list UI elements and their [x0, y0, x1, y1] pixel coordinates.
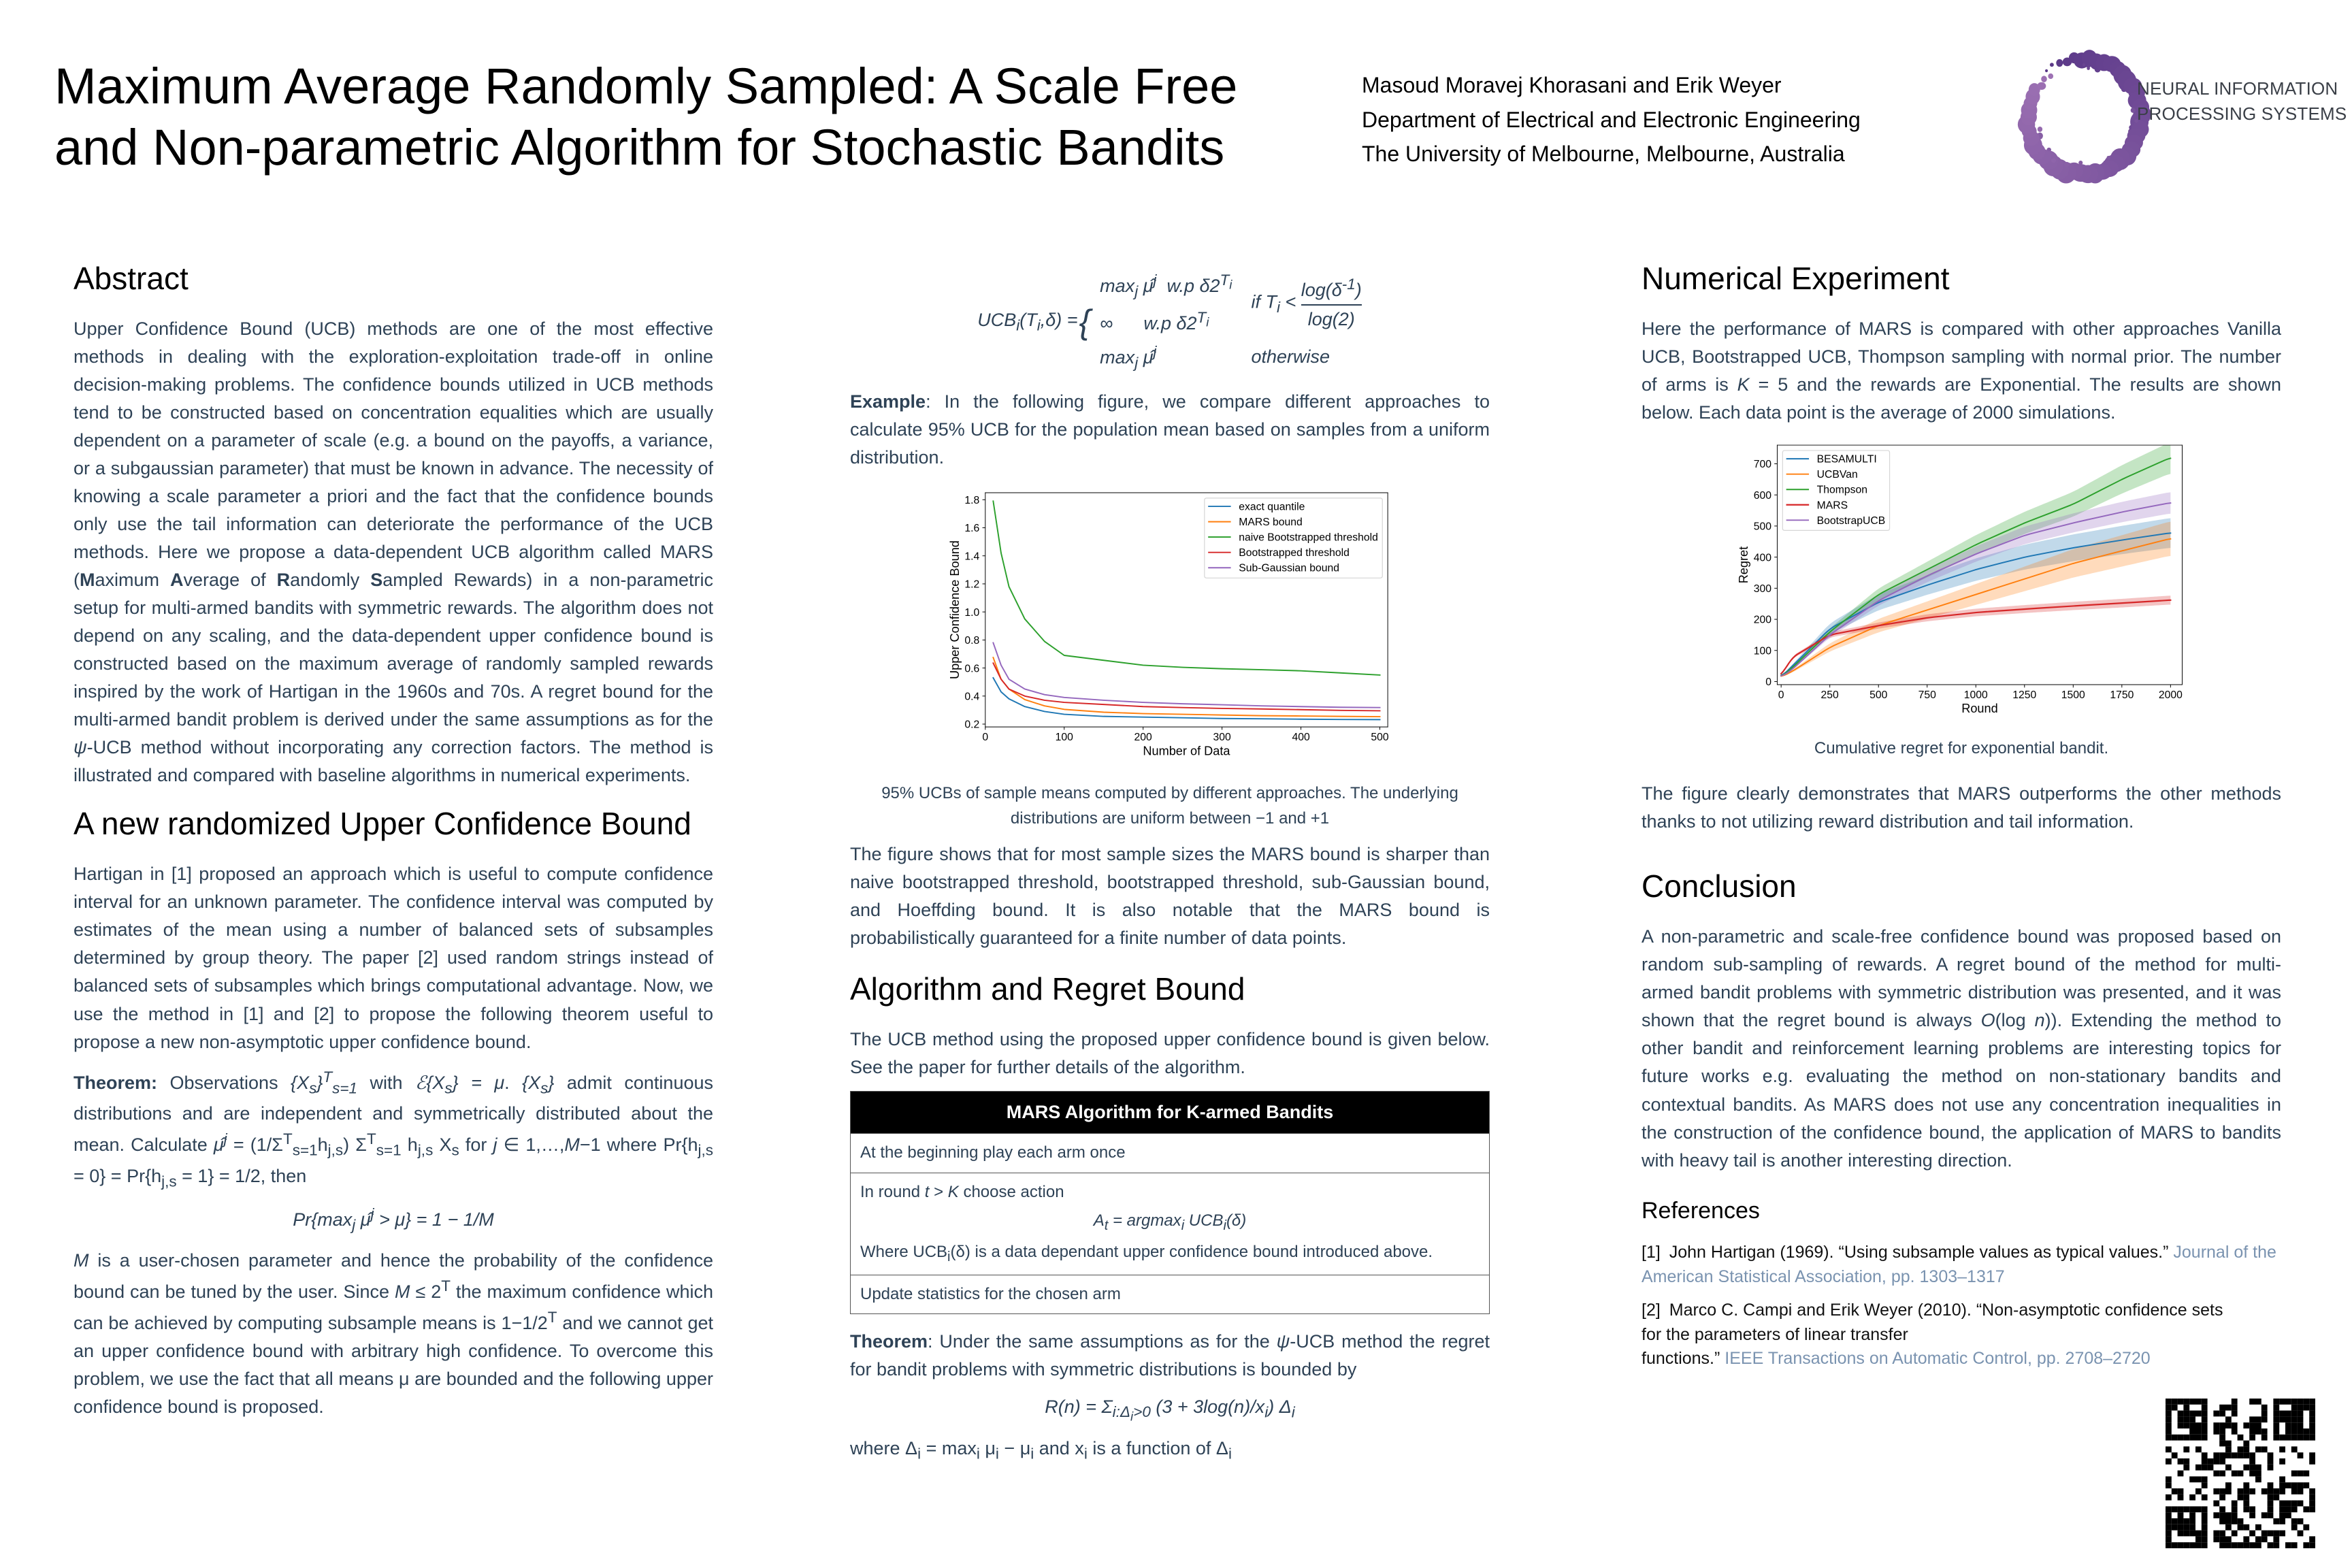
svg-text:2000: 2000: [2159, 689, 2183, 701]
svg-text:400: 400: [1292, 732, 1310, 743]
svg-text:Bootstrapped threshold: Bootstrapped threshold: [1239, 547, 1350, 559]
svg-text:500: 500: [1869, 689, 1888, 701]
svg-text:exact quantile: exact quantile: [1239, 502, 1305, 513]
svg-text:1.0: 1.0: [964, 607, 979, 619]
svg-text:Number of Data: Number of Data: [1143, 745, 1230, 758]
svg-text:200: 200: [1754, 615, 1772, 626]
svg-text:600: 600: [1754, 490, 1772, 502]
svg-text:0.8: 0.8: [964, 635, 979, 647]
svg-text:0.6: 0.6: [964, 664, 979, 675]
svg-text:1750: 1750: [2110, 689, 2134, 701]
svg-text:300: 300: [1754, 583, 1772, 595]
svg-text:1250: 1250: [2012, 689, 2036, 701]
svg-text:750: 750: [1918, 689, 1937, 701]
svg-text:100: 100: [1056, 732, 1074, 743]
svg-text:1.4: 1.4: [964, 551, 979, 563]
svg-text:1.8: 1.8: [964, 495, 979, 506]
svg-text:Thompson: Thompson: [1817, 485, 1867, 496]
svg-text:Round: Round: [1961, 702, 1998, 715]
svg-text:1000: 1000: [1964, 689, 1988, 701]
svg-text:200: 200: [1134, 732, 1153, 743]
svg-text:naive Bootstrapped threshold: naive Bootstrapped threshold: [1239, 532, 1378, 544]
svg-text:0.2: 0.2: [964, 719, 979, 731]
svg-text:400: 400: [1754, 552, 1772, 564]
svg-text:BESAMULTI: BESAMULTI: [1817, 454, 1877, 466]
svg-text:MARS: MARS: [1817, 500, 1848, 511]
svg-text:1.2: 1.2: [964, 579, 979, 591]
svg-text:0: 0: [1765, 676, 1771, 688]
svg-text:Upper Confidence Bound: Upper Confidence Bound: [948, 540, 962, 679]
svg-text:250: 250: [1821, 689, 1840, 701]
svg-text:1500: 1500: [2061, 689, 2085, 701]
svg-text:MARS bound: MARS bound: [1239, 517, 1303, 528]
svg-text:BootstrapUCB: BootstrapUCB: [1817, 515, 1886, 527]
svg-text:100: 100: [1754, 645, 1772, 657]
svg-text:0: 0: [1778, 689, 1784, 701]
svg-text:700: 700: [1754, 459, 1772, 470]
svg-text:300: 300: [1213, 732, 1232, 743]
svg-text:0.4: 0.4: [964, 691, 979, 703]
svg-text:0: 0: [982, 732, 988, 743]
svg-text:UCBVan: UCBVan: [1817, 469, 1858, 480]
svg-text:Regret: Regret: [1737, 546, 1750, 584]
svg-text:Sub-Gaussian bound: Sub-Gaussian bound: [1239, 563, 1339, 574]
svg-text:500: 500: [1754, 521, 1772, 533]
svg-text:500: 500: [1371, 732, 1389, 743]
svg-text:1.6: 1.6: [964, 523, 979, 534]
